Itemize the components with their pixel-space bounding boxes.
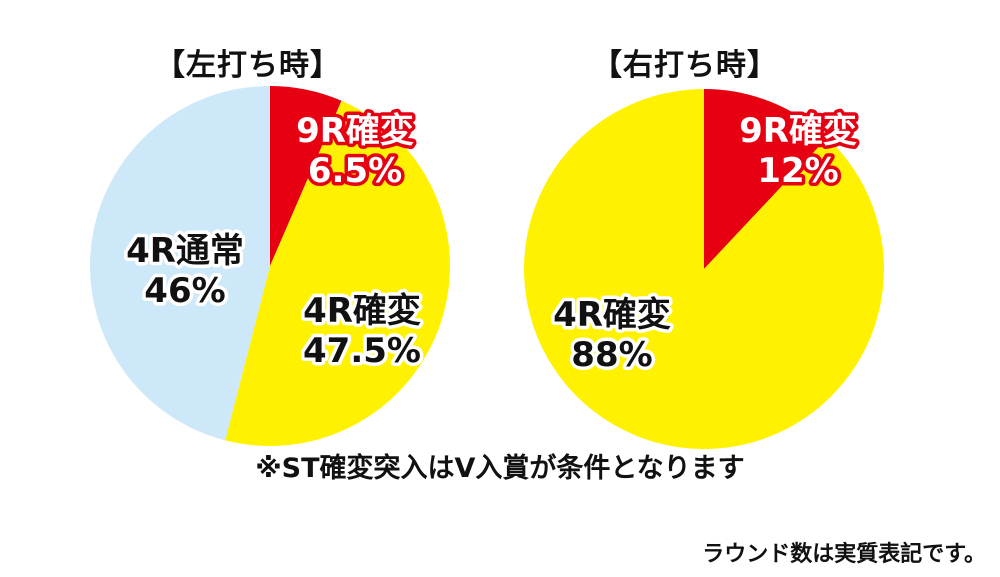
pie-label-left-1-line2: 47.5% [303, 331, 421, 371]
pie-label-right-0-line2: 12% [757, 151, 838, 191]
pie-label-left-2-line2: 46% [144, 271, 225, 311]
pie-label-left-0-line1: 9R確変 [296, 111, 414, 151]
rounds-footnote: ラウンド数は実質表記です。 [702, 542, 986, 567]
pie-label-left-0-line2: 6.5% [308, 151, 402, 191]
pie-label-left-1-line1: 4R確変 [303, 291, 421, 331]
condition-note: ※ST確変突入はV入賞が条件となります [255, 453, 745, 484]
pie-slice-left-0 [270, 86, 342, 266]
pie-slice-left-2 [90, 86, 271, 441]
pie-slice-right-0 [704, 89, 828, 269]
pie-label-right-0-line1: 9R確変 [739, 111, 857, 151]
pie-label-right-1-line2: 88% [571, 335, 652, 375]
chart-title-right: 【右打ち時】 [592, 48, 778, 83]
pie-slice-left-1 [225, 100, 450, 446]
pie-slice-right-1 [523, 89, 884, 449]
pie-label-right-1-line1: 4R確変 [553, 295, 671, 335]
pie-label-left-2-line1: 4R通常 [126, 231, 244, 271]
chart-title-left: 【左打ち時】 [155, 48, 341, 83]
